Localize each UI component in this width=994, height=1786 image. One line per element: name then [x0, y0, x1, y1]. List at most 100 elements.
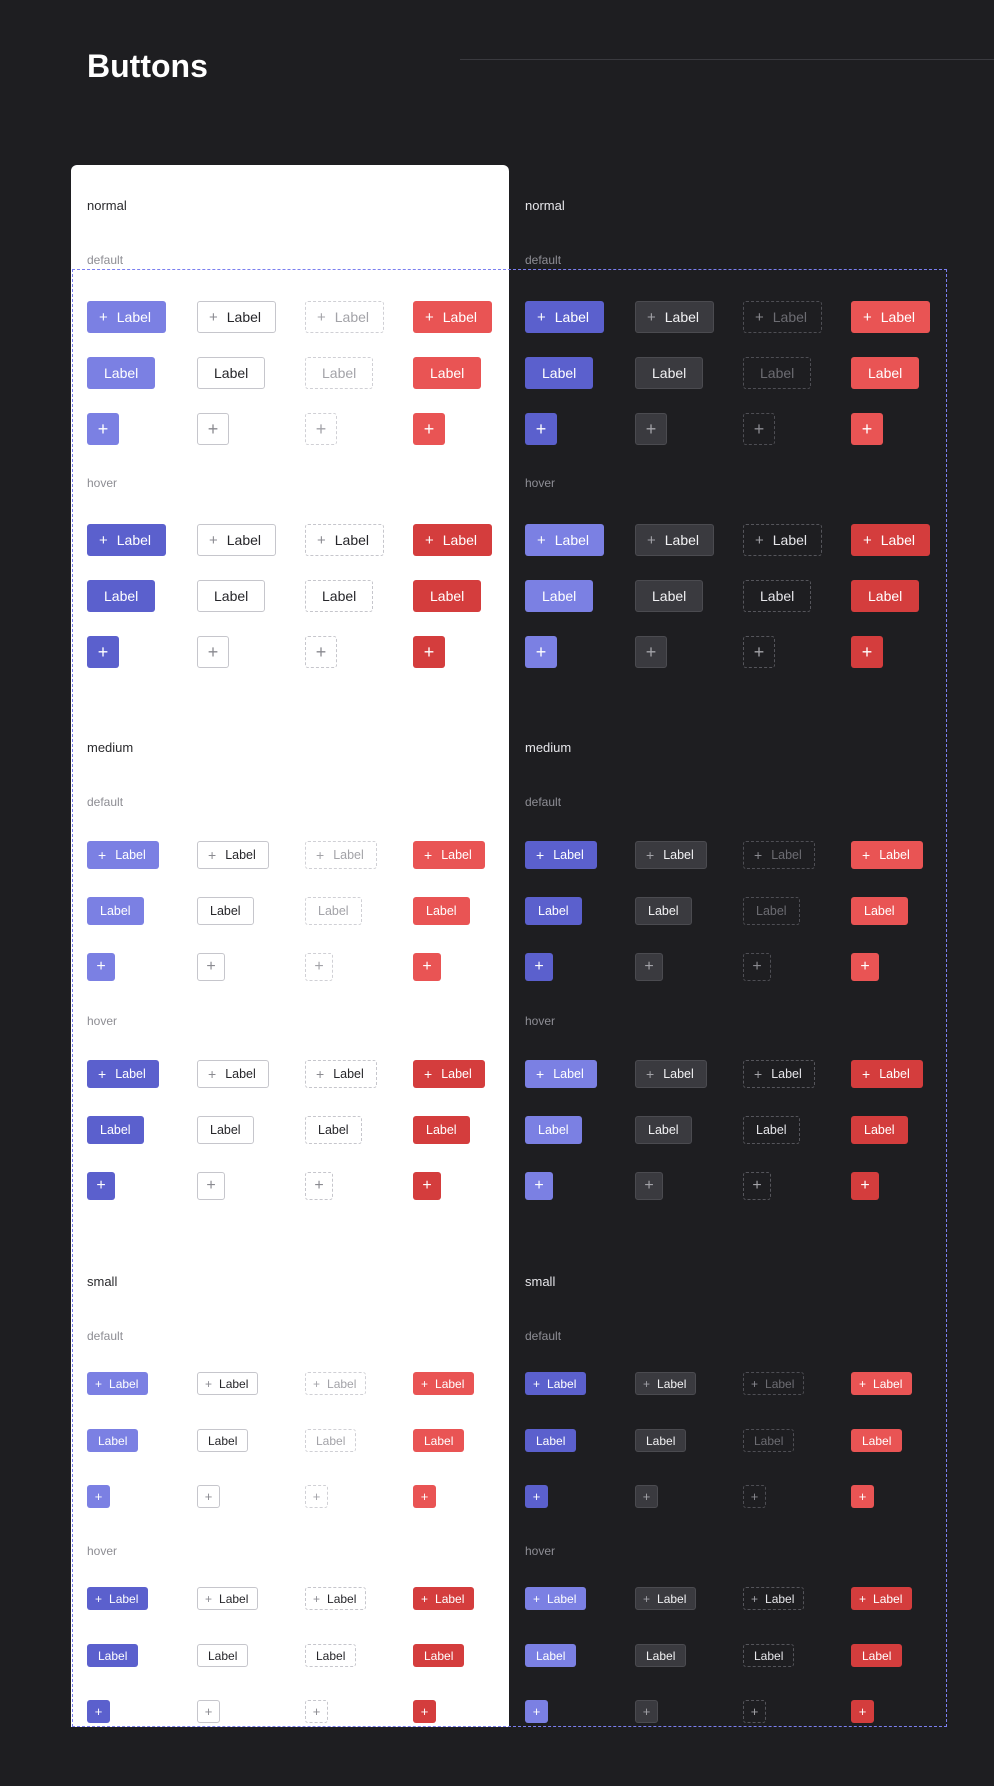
- ghost-icon-label-button[interactable]: + Label: [305, 841, 377, 869]
- primary-label-only-button[interactable]: Label: [87, 580, 156, 612]
- primary-label-only-button[interactable]: Label: [525, 357, 594, 389]
- primary-icon-only-button[interactable]: +: [525, 413, 557, 445]
- primary-icon-only-button[interactable]: +: [87, 1700, 110, 1723]
- danger-icon-label-button[interactable]: + Label: [413, 1060, 485, 1088]
- ghost-icon-only-button[interactable]: +: [305, 1172, 333, 1200]
- danger-icon-only-button[interactable]: +: [413, 1485, 436, 1508]
- primary-label-only-button[interactable]: Label: [525, 897, 582, 925]
- danger-label-only-button[interactable]: Label: [851, 1644, 903, 1667]
- ghost-icon-label-button[interactable]: + Label: [743, 301, 823, 333]
- danger-icon-label-button[interactable]: + Label: [851, 841, 923, 869]
- danger-icon-label-button[interactable]: + Label: [413, 301, 493, 333]
- secondary-icon-only-button[interactable]: +: [635, 1485, 658, 1508]
- danger-icon-only-button[interactable]: +: [851, 1700, 874, 1723]
- primary-icon-label-button[interactable]: + Label: [525, 301, 605, 333]
- secondary-icon-only-button[interactable]: +: [197, 636, 229, 668]
- danger-icon-label-button[interactable]: + Label: [851, 1372, 913, 1395]
- ghost-label-only-button[interactable]: Label: [743, 1429, 795, 1452]
- ghost-icon-label-button[interactable]: + Label: [305, 524, 385, 556]
- secondary-label-only-button[interactable]: Label: [197, 357, 266, 389]
- primary-icon-label-button[interactable]: + Label: [87, 841, 159, 869]
- ghost-icon-label-button[interactable]: + Label: [743, 841, 815, 869]
- primary-icon-only-button[interactable]: +: [525, 636, 557, 668]
- primary-label-only-button[interactable]: Label: [525, 580, 594, 612]
- ghost-icon-only-button[interactable]: +: [305, 413, 337, 445]
- danger-label-only-button[interactable]: Label: [413, 580, 482, 612]
- secondary-label-only-button[interactable]: Label: [635, 1429, 687, 1452]
- secondary-icon-only-button[interactable]: +: [197, 1485, 220, 1508]
- danger-label-only-button[interactable]: Label: [851, 1429, 903, 1452]
- danger-icon-only-button[interactable]: +: [851, 1172, 879, 1200]
- ghost-icon-only-button[interactable]: +: [743, 1485, 766, 1508]
- secondary-icon-only-button[interactable]: +: [197, 413, 229, 445]
- ghost-label-only-button[interactable]: Label: [743, 1644, 795, 1667]
- danger-icon-label-button[interactable]: + Label: [413, 841, 485, 869]
- primary-icon-label-button[interactable]: + Label: [87, 301, 167, 333]
- secondary-label-only-button[interactable]: Label: [197, 897, 254, 925]
- ghost-label-only-button[interactable]: Label: [305, 357, 374, 389]
- secondary-icon-only-button[interactable]: +: [197, 953, 225, 981]
- primary-icon-only-button[interactable]: +: [87, 636, 119, 668]
- ghost-label-only-button[interactable]: Label: [743, 897, 800, 925]
- primary-icon-label-button[interactable]: + Label: [525, 1372, 587, 1395]
- primary-icon-only-button[interactable]: +: [525, 1485, 548, 1508]
- ghost-icon-only-button[interactable]: +: [743, 1172, 771, 1200]
- danger-icon-label-button[interactable]: + Label: [851, 1060, 923, 1088]
- ghost-icon-only-button[interactable]: +: [305, 636, 337, 668]
- danger-icon-only-button[interactable]: +: [413, 413, 445, 445]
- danger-icon-only-button[interactable]: +: [413, 953, 441, 981]
- secondary-label-only-button[interactable]: Label: [197, 580, 266, 612]
- ghost-icon-label-button[interactable]: + Label: [743, 524, 823, 556]
- secondary-label-only-button[interactable]: Label: [635, 580, 704, 612]
- secondary-icon-label-button[interactable]: + Label: [635, 301, 715, 333]
- ghost-icon-only-button[interactable]: +: [305, 953, 333, 981]
- secondary-label-only-button[interactable]: Label: [197, 1116, 254, 1144]
- secondary-icon-only-button[interactable]: +: [635, 1172, 663, 1200]
- primary-icon-only-button[interactable]: +: [87, 1485, 110, 1508]
- danger-icon-only-button[interactable]: +: [413, 1700, 436, 1723]
- secondary-icon-label-button[interactable]: + Label: [635, 1587, 697, 1610]
- secondary-label-only-button[interactable]: Label: [635, 1116, 692, 1144]
- secondary-label-only-button[interactable]: Label: [197, 1429, 249, 1452]
- secondary-icon-only-button[interactable]: +: [635, 636, 667, 668]
- primary-icon-label-button[interactable]: + Label: [525, 841, 597, 869]
- primary-label-only-button[interactable]: Label: [87, 357, 156, 389]
- secondary-icon-label-button[interactable]: + Label: [635, 841, 707, 869]
- danger-icon-only-button[interactable]: +: [851, 413, 883, 445]
- primary-icon-label-button[interactable]: + Label: [525, 1587, 587, 1610]
- ghost-icon-label-button[interactable]: + Label: [743, 1060, 815, 1088]
- primary-label-only-button[interactable]: Label: [525, 1429, 577, 1452]
- secondary-icon-label-button[interactable]: + Label: [635, 1060, 707, 1088]
- secondary-icon-only-button[interactable]: +: [635, 413, 667, 445]
- ghost-label-only-button[interactable]: Label: [305, 1644, 357, 1667]
- ghost-icon-label-button[interactable]: + Label: [743, 1372, 805, 1395]
- ghost-label-only-button[interactable]: Label: [743, 357, 812, 389]
- ghost-label-only-button[interactable]: Label: [743, 580, 812, 612]
- ghost-label-only-button[interactable]: Label: [305, 1116, 362, 1144]
- danger-icon-label-button[interactable]: + Label: [413, 1587, 475, 1610]
- secondary-icon-only-button[interactable]: +: [635, 953, 663, 981]
- danger-label-only-button[interactable]: Label: [851, 1116, 908, 1144]
- primary-icon-only-button[interactable]: +: [87, 953, 115, 981]
- ghost-icon-only-button[interactable]: +: [743, 413, 775, 445]
- primary-label-only-button[interactable]: Label: [87, 1429, 139, 1452]
- danger-label-only-button[interactable]: Label: [413, 1116, 470, 1144]
- danger-icon-only-button[interactable]: +: [851, 1485, 874, 1508]
- secondary-icon-label-button[interactable]: + Label: [635, 1372, 697, 1395]
- primary-label-only-button[interactable]: Label: [87, 1116, 144, 1144]
- ghost-icon-label-button[interactable]: + Label: [305, 1372, 367, 1395]
- danger-label-only-button[interactable]: Label: [413, 1429, 465, 1452]
- primary-label-only-button[interactable]: Label: [525, 1116, 582, 1144]
- secondary-label-only-button[interactable]: Label: [197, 1644, 249, 1667]
- secondary-label-only-button[interactable]: Label: [635, 357, 704, 389]
- ghost-icon-label-button[interactable]: + Label: [305, 301, 385, 333]
- danger-icon-label-button[interactable]: + Label: [413, 524, 493, 556]
- primary-icon-only-button[interactable]: +: [87, 413, 119, 445]
- ghost-icon-only-button[interactable]: +: [743, 636, 775, 668]
- secondary-icon-only-button[interactable]: +: [197, 1700, 220, 1723]
- secondary-icon-label-button[interactable]: + Label: [197, 524, 277, 556]
- primary-label-only-button[interactable]: Label: [87, 1644, 139, 1667]
- primary-icon-label-button[interactable]: + Label: [87, 524, 167, 556]
- danger-label-only-button[interactable]: Label: [413, 897, 470, 925]
- danger-icon-only-button[interactable]: +: [851, 636, 883, 668]
